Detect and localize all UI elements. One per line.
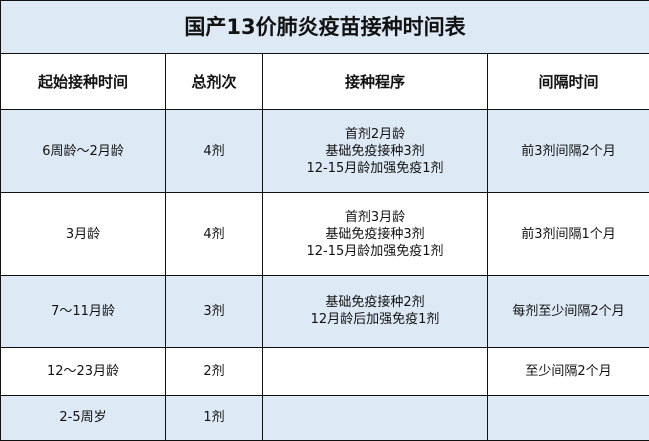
cell-schedule: 首剂3月龄 基础免疫接种3剂 12-15月龄加强免疫1剂 [262,192,488,276]
schedule-line: 基础免疫接种3剂 [325,143,425,159]
table-row: 3月龄 4剂 首剂3月龄 基础免疫接种3剂 12-15月龄加强免疫1剂 前3剂间… [0,192,649,276]
cell-start: 12～23月龄 [0,346,166,396]
cell-interval: 每剂至少间隔2个月 [486,274,649,348]
cell-interval: 前3剂间隔1个月 [486,192,649,276]
table-title: 国产13价肺炎疫苗接种时间表 [0,0,649,55]
cell-start: 7～11月龄 [0,274,166,348]
table-row: 2-5周岁 1剂 [0,394,649,441]
cell-schedule [262,346,488,396]
cell-start: 3月龄 [0,192,166,276]
header-interval: 间隔时间 [486,53,649,111]
schedule-line: 基础免疫接种3剂 [325,226,425,242]
cell-schedule: 基础免疫接种2剂 12月龄后加强免疫1剂 [262,274,488,348]
schedule-line: 首剂2月龄 [344,126,406,142]
cell-doses: 4剂 [165,192,263,276]
cell-doses: 3剂 [165,274,263,348]
cell-interval: 至少间隔2个月 [486,346,649,396]
schedule-line: 首剂3月龄 [344,209,406,225]
table-row: 7～11月龄 3剂 基础免疫接种2剂 12月龄后加强免疫1剂 每剂至少间隔2个月 [0,274,649,348]
header-schedule: 接种程序 [262,53,488,111]
cell-doses: 4剂 [165,109,263,194]
cell-start: 2-5周岁 [0,394,166,441]
cell-interval: 前3剂间隔2个月 [486,109,649,194]
table-row: 12～23月龄 2剂 至少间隔2个月 [0,346,649,396]
schedule-line: 12月龄后加强免疫1剂 [310,312,440,328]
schedule-line: 12-15月龄加强免疫1剂 [306,160,444,176]
cell-interval [486,394,649,441]
schedule-line: 12-15月龄加强免疫1剂 [306,243,444,259]
cell-doses: 1剂 [165,394,263,441]
cell-schedule [262,394,488,441]
cell-doses: 2剂 [165,346,263,396]
cell-start: 6周龄～2月龄 [0,109,166,194]
header-total-doses: 总剂次 [165,53,263,111]
header-start-time: 起始接种时间 [0,53,166,111]
schedule-line: 基础免疫接种2剂 [325,295,425,311]
cell-schedule: 首剂2月龄 基础免疫接种3剂 12-15月龄加强免疫1剂 [262,109,488,194]
table-row: 6周龄～2月龄 4剂 首剂2月龄 基础免疫接种3剂 12-15月龄加强免疫1剂 … [0,109,649,194]
